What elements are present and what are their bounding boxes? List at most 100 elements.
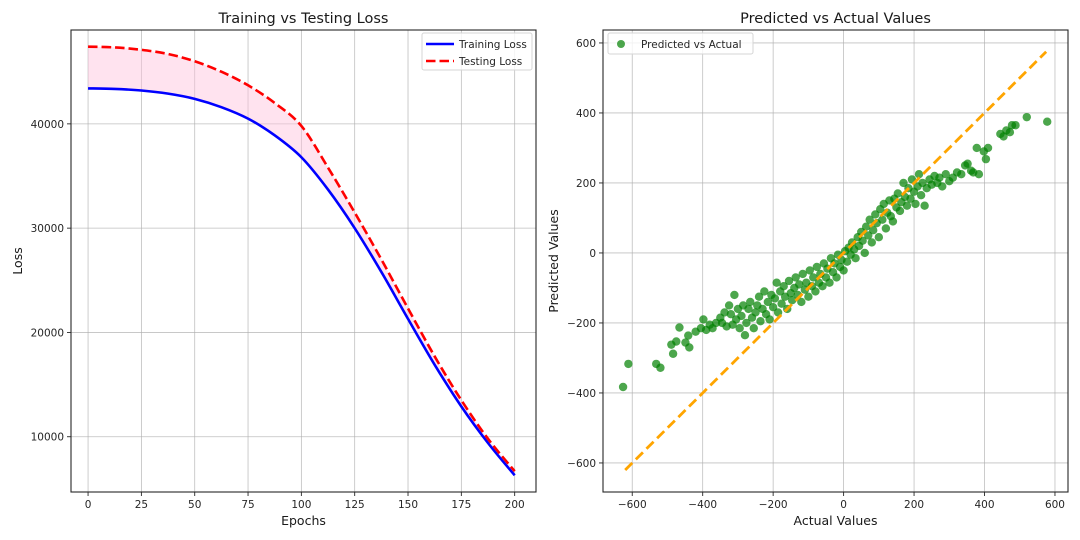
scatter-point [684, 331, 693, 340]
scatter-point [804, 292, 813, 301]
perfect-fit-line [624, 50, 1048, 471]
legend-testing-label: Testing Loss [458, 56, 522, 68]
scatter-y-tick-label: −600 [567, 458, 596, 470]
scatter-chart-title: Predicted vs Actual Values [740, 11, 931, 27]
scatter-point [675, 323, 684, 332]
scatter-chart: −600 −400 −200 0 200 400 600 −600 −400 −200 0 200 40… [546, 11, 1069, 528]
loss-chart-title: Training vs Testing Loss [218, 11, 389, 27]
scatter-point [754, 292, 764, 301]
loss-x-tick-label: 0 [85, 499, 92, 511]
scatter-point [699, 315, 708, 324]
scatter-point [777, 299, 786, 308]
scatter-point [746, 297, 755, 307]
scatter-x-label: Actual Values [794, 513, 878, 528]
scatter-point [812, 262, 822, 272]
loss-x-tick-label: 75 [241, 499, 254, 511]
scatter-y-tick-label: 600 [576, 38, 596, 50]
loss-legend: Training Loss Testing Loss [421, 32, 533, 71]
loss-axes-frame [70, 29, 537, 493]
loss-x-tick-label: 50 [188, 499, 201, 511]
scatter-point [784, 276, 794, 286]
training-loss-line [88, 87, 516, 477]
scatter-ticks: −600 −400 −200 0 200 400 600 −600 −400 −200 0 200 40… [567, 38, 1065, 511]
testing-loss-line [88, 45, 516, 472]
scatter-point [795, 280, 804, 289]
scatter-point [624, 359, 633, 369]
scatter-point [981, 154, 991, 164]
scatter-point [737, 311, 746, 321]
scatter-point [1043, 117, 1052, 126]
scatter-point [871, 210, 880, 219]
scatter-point [839, 266, 848, 275]
scatter-point [805, 266, 814, 275]
scatter-point [742, 318, 751, 328]
scatter-point [941, 170, 950, 179]
scatter-point [860, 248, 869, 258]
scatter-point [847, 238, 857, 247]
scatter-point [906, 194, 915, 203]
scatter-point [787, 296, 797, 305]
legend-training-label: Training Loss [458, 39, 527, 51]
scatter-point [797, 297, 806, 307]
scatter-x-tick-label: −400 [688, 499, 717, 511]
scatter-point [911, 199, 920, 209]
scatter-point [760, 287, 769, 296]
scatter-x-tick-label: 0 [840, 499, 847, 511]
scatter-point [730, 290, 739, 300]
scatter-grid [603, 30, 1068, 492]
scatter-point [868, 226, 878, 235]
scatter-point [983, 143, 993, 153]
scatter-point [895, 206, 905, 216]
scatter-point [724, 301, 734, 310]
scatter-y-tick-label: 400 [576, 108, 596, 120]
scatter-point [1005, 128, 1015, 137]
scatter-point [791, 273, 800, 282]
loss-x-tick-label: 100 [291, 499, 311, 511]
scatter-point [618, 382, 628, 392]
scatter-point [867, 238, 876, 247]
scatter-point [935, 173, 944, 182]
scatter-point [878, 215, 887, 224]
scatter-point [957, 170, 966, 179]
scatter-point [751, 308, 760, 317]
scatter-point [656, 363, 665, 372]
scatter-point [768, 303, 778, 312]
scatter-x-tick-label: 200 [904, 499, 924, 511]
scatter-point [899, 178, 908, 188]
scatter-point [963, 159, 972, 168]
legend-scatter-marker [617, 40, 625, 48]
loss-x-label: Epochs [281, 513, 326, 528]
loss-y-tick-label: 20000 [31, 327, 64, 339]
scatter-point [798, 269, 807, 279]
scatter-point [864, 231, 873, 240]
scatter-point [874, 233, 884, 242]
scatter-x-tick-label: 400 [974, 499, 994, 511]
scatter-point [902, 201, 912, 210]
scatter-point [685, 343, 694, 352]
scatter-point [1011, 121, 1020, 130]
scatter-point [749, 324, 758, 333]
scatter-point [818, 282, 827, 291]
loss-y-tick-label: 10000 [31, 432, 64, 444]
scatter-point [893, 189, 903, 198]
scatter-point [974, 170, 984, 179]
scatter-point [920, 201, 929, 210]
scatter-x-tick-label: 600 [1045, 499, 1065, 511]
loss-x-tick-label: 175 [451, 499, 471, 511]
loss-x-tick-label: 150 [398, 499, 418, 511]
scatter-point [972, 143, 981, 153]
scatter-x-tick-label: −200 [759, 499, 788, 511]
loss-x-tick-label: 25 [135, 499, 148, 511]
loss-y-label: Loss [10, 247, 25, 274]
scatter-point [832, 273, 841, 282]
scatter-point [938, 182, 947, 191]
scatter-legend-box [607, 32, 754, 55]
scatter-axes-frame [602, 29, 1069, 493]
scatter-y-tick-label: −400 [567, 388, 596, 400]
scatter-point [740, 331, 750, 340]
scatter-point [861, 222, 871, 231]
scatter-point [726, 310, 736, 319]
scatter-point [779, 282, 788, 291]
scatter-point [916, 191, 926, 200]
scatter-y-tick-label: 0 [589, 248, 596, 260]
